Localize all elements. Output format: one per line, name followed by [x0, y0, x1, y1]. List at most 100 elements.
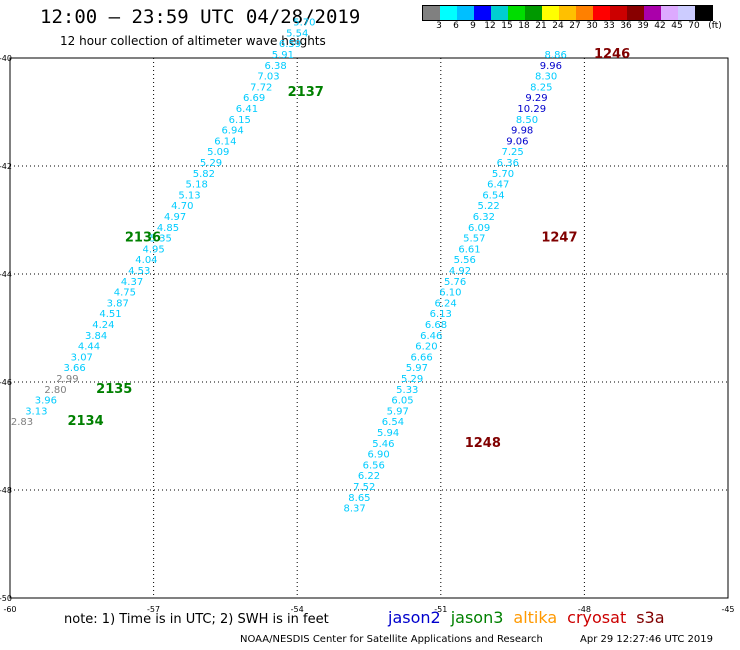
legend-swatch	[644, 6, 661, 20]
wave-height-point: 8.65	[348, 493, 370, 504]
wave-height-point: 4.51	[99, 309, 121, 320]
legend-swatch	[695, 6, 712, 20]
wave-height-point: 2.80	[44, 385, 66, 396]
wave-height-point: 3.96	[35, 396, 57, 407]
wave-height-point: 8.86	[545, 50, 567, 61]
legend-label: 24	[552, 21, 564, 31]
wave-height-point: 6.66	[411, 352, 433, 363]
wave-height-point: 7.72	[250, 82, 272, 93]
legend-label: 18	[518, 21, 530, 31]
wave-height-point: 5.97	[406, 363, 428, 374]
wave-height-point: 8.50	[516, 115, 538, 126]
wave-height-point: 6.36	[497, 158, 519, 169]
wave-height-point: 6.20	[415, 342, 437, 353]
plot-frame	[9, 57, 729, 599]
wave-height-point: 5.13	[178, 190, 200, 201]
wave-height-point: 6.90	[367, 450, 389, 461]
footer-date: Apr 29 12:27:46 UTC 2019	[580, 634, 713, 645]
wave-height-point: 5.46	[372, 439, 394, 450]
legend-label: 3	[436, 21, 442, 31]
satellite-s3a: s3a	[636, 608, 665, 627]
wave-height-point: 5.18	[186, 180, 208, 191]
legend-swatch	[457, 6, 474, 20]
wave-height-point: 6.69	[243, 93, 265, 104]
wave-height-point: 6.38	[265, 61, 287, 72]
longitude-tick-label: -48	[578, 605, 591, 614]
wave-height-point: 3.13	[25, 406, 47, 417]
latitude-tick-label: -42	[0, 162, 12, 171]
legend-swatch	[491, 6, 508, 20]
track-id-label: 2137	[288, 85, 324, 100]
wave-height-point: 5.56	[454, 255, 476, 266]
wave-height-point: 6.15	[229, 115, 251, 126]
wave-height-point: 6.46	[420, 331, 442, 342]
wave-height-point: 6.61	[458, 244, 480, 255]
legend-swatch	[627, 6, 644, 20]
note-text: note: 1) Time is in UTC; 2) SWH is in fe…	[64, 612, 329, 627]
wave-height-point: 4.04	[135, 255, 157, 266]
legend-label: 30	[586, 21, 598, 31]
longitude-tick-label: -57	[147, 605, 160, 614]
wave-height-point: 4.70	[171, 201, 193, 212]
wave-height-point: 6.59	[279, 39, 301, 50]
wave-height-point: 5.54	[286, 28, 308, 39]
wave-height-point: 5.94	[377, 428, 399, 439]
legend-label: 39	[637, 21, 649, 31]
wave-height-point: 6.94	[221, 126, 243, 137]
track-id-label: 1248	[465, 436, 501, 451]
wave-height-point: 5.35	[150, 234, 172, 245]
wave-height-point: 4.37	[121, 277, 143, 288]
satellite-cryosat: cryosat	[567, 608, 627, 627]
track-id-label: 2135	[96, 382, 132, 397]
legend-swatch	[559, 6, 576, 20]
legend-unit: (ft)	[708, 21, 722, 31]
wave-height-point: 6.10	[439, 288, 461, 299]
wave-height-point: 6.14	[214, 136, 236, 147]
footer-credit: NOAA/NESDIS Center for Satellite Applica…	[240, 634, 543, 645]
wave-height-point: 3.07	[71, 352, 93, 363]
wave-height-point: 3.66	[63, 363, 85, 374]
wave-height-point: 9.96	[540, 61, 562, 72]
legend-label: 9	[470, 21, 476, 31]
wave-height-point: 8.25	[530, 82, 552, 93]
satellite-jason2: jason2	[388, 608, 441, 627]
latitude-tick-label: -48	[0, 486, 12, 495]
wave-height-point: 6.22	[358, 471, 380, 482]
longitude-tick-label: -45	[721, 605, 734, 614]
wave-height-point: 4.92	[449, 266, 471, 277]
latitude-tick-label: -44	[0, 270, 12, 279]
wave-height-point: 5.29	[200, 158, 222, 169]
latitude-tick-label: -50	[0, 594, 12, 603]
track-id-label: 2136	[125, 231, 161, 246]
legend-label: 70	[688, 21, 700, 31]
wave-height-point: 5.22	[478, 201, 500, 212]
legend-swatch	[440, 6, 457, 20]
legend-swatch	[423, 6, 440, 20]
wave-height-point: 6.54	[482, 190, 504, 201]
longitude-tick-label: -60	[3, 605, 16, 614]
wave-height-point: 4.24	[92, 320, 114, 331]
wave-height-point: 3.84	[85, 331, 107, 342]
map-title: 12:00 – 23:59 UTC 04/28/2019	[40, 6, 361, 28]
legend-label: 6	[453, 21, 459, 31]
legend-swatch	[610, 6, 627, 20]
legend-label: 33	[603, 21, 615, 31]
legend-swatch	[661, 6, 678, 20]
legend-swatch	[508, 6, 525, 20]
wave-height-point: 6.13	[430, 309, 452, 320]
wave-height-point: 4.75	[114, 288, 136, 299]
satellite-altika: altika	[513, 608, 558, 627]
track-id-label: 2134	[67, 414, 103, 429]
legend-swatch	[542, 6, 559, 20]
wave-height-point: 6.54	[382, 417, 404, 428]
wave-height-point: 5.57	[463, 234, 485, 245]
wave-height-point: 6.24	[434, 298, 456, 309]
wave-height-point: 5.91	[272, 50, 294, 61]
satellite-legend: jason2 jason3 altika cryosat s3a	[388, 608, 675, 627]
wave-height-point: 6.05	[391, 396, 413, 407]
latitude-tick-label: -46	[0, 378, 12, 387]
wave-height-point: 6.47	[487, 180, 509, 191]
wave-height-point: 6.41	[236, 104, 258, 115]
